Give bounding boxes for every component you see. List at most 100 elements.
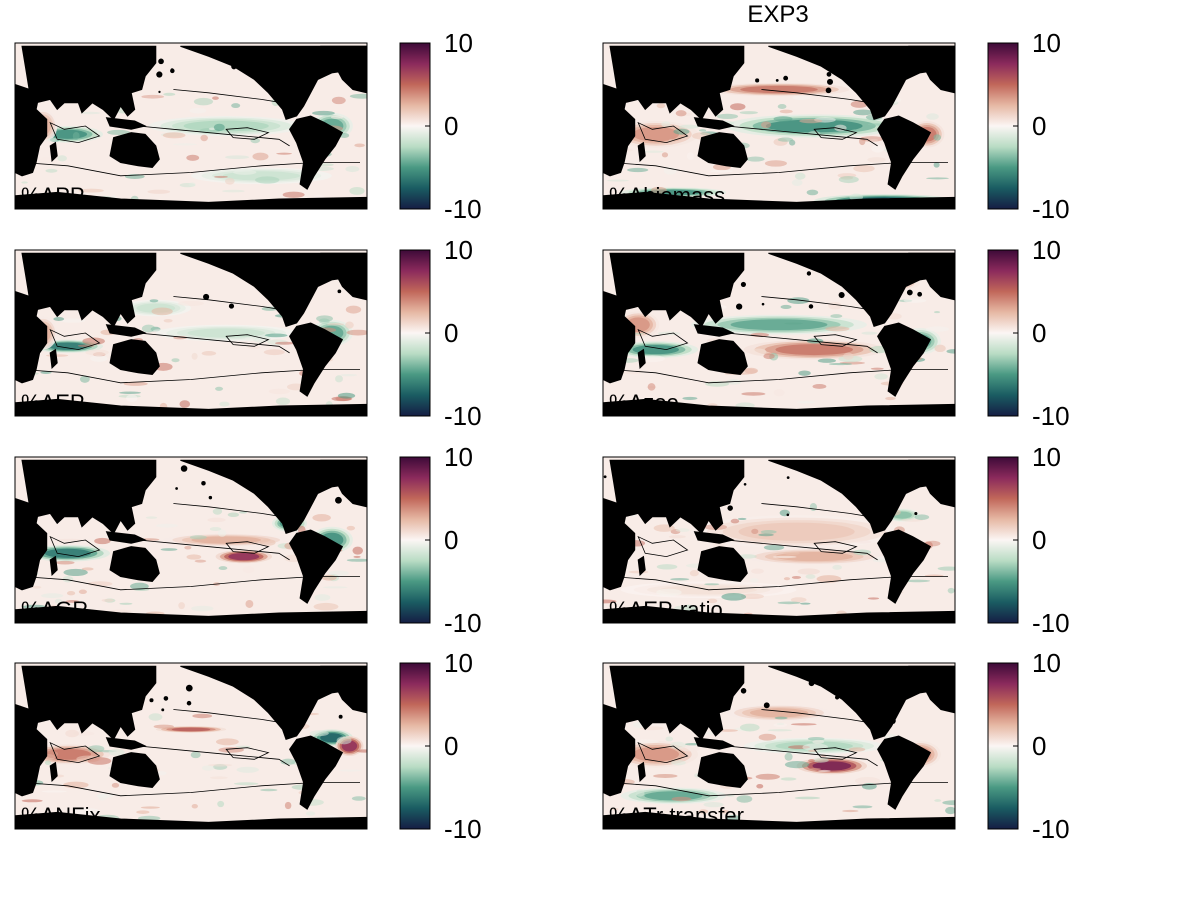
anomaly-speck — [218, 566, 228, 571]
anomaly-speck — [797, 568, 820, 575]
colorbar: 10 0 -10 — [399, 28, 482, 224]
anomaly-speck — [305, 811, 316, 816]
anomaly-speck — [275, 397, 291, 406]
anomaly-speck — [191, 804, 198, 809]
colorbar-tick-label: 10 — [1032, 235, 1061, 265]
anomaly-speck — [111, 782, 120, 788]
anomaly-speck — [679, 124, 699, 129]
map-panel-8: %ΔTr transfer 10 0 -10 — [602, 648, 1070, 844]
anomaly-speck — [261, 306, 278, 311]
island — [186, 700, 192, 706]
anomaly-speck — [606, 179, 629, 182]
anomaly-speck — [275, 341, 295, 345]
anomaly-speck — [208, 127, 216, 131]
colorbar: 10 0 -10 — [399, 648, 482, 844]
land-asia — [21, 459, 157, 535]
land-antarctica — [603, 191, 955, 209]
land-southAmerica — [289, 529, 344, 604]
anomaly-speck — [314, 594, 331, 601]
colorbar-tick-label: -10 — [444, 608, 482, 638]
anomaly-speck — [263, 349, 285, 356]
island — [874, 82, 879, 86]
map-panel-4: %Δzoo 10 0 -10 — [602, 235, 1070, 431]
contour-line — [173, 89, 283, 104]
anomaly-speck — [740, 593, 764, 600]
contour-line — [138, 332, 290, 354]
anomaly-speck — [682, 396, 698, 401]
land-antarctica — [603, 811, 955, 829]
anomaly-blob — [812, 761, 852, 771]
anomaly-speck — [280, 758, 296, 765]
island — [659, 298, 665, 305]
anomaly-speck — [119, 391, 141, 395]
anomaly-speck — [861, 331, 878, 335]
anomaly-speck — [784, 322, 803, 325]
anomaly-speck — [80, 111, 101, 115]
anomaly-speck — [739, 723, 760, 732]
land-southAmerica — [877, 322, 932, 397]
contour-line — [761, 503, 871, 518]
anomaly-speck — [136, 810, 150, 814]
anomaly-speck — [704, 583, 720, 586]
anomaly-speck — [145, 516, 158, 519]
anomaly-speck — [345, 305, 362, 314]
anomaly-speck — [885, 396, 896, 401]
island — [653, 466, 657, 471]
island — [740, 281, 746, 287]
land-australia — [109, 339, 160, 376]
island — [36, 297, 43, 303]
land-australia — [697, 752, 748, 789]
anomaly-speck — [755, 773, 780, 780]
island — [786, 513, 790, 517]
island — [834, 272, 842, 279]
anomaly-speck — [32, 585, 42, 589]
island — [873, 485, 877, 490]
anomaly-speck — [94, 537, 111, 545]
anomaly-speck — [933, 162, 940, 168]
anomaly-speck — [55, 560, 75, 565]
island — [294, 272, 298, 276]
anomaly-speck — [812, 384, 827, 389]
anomaly-speck — [611, 807, 619, 811]
anomaly-speck — [259, 539, 276, 546]
map-panel-3: %ΔEP 10 0 -10 — [14, 235, 482, 431]
anomaly-speck — [680, 604, 696, 612]
colorbar-tick-label: -10 — [1032, 194, 1070, 224]
contour-line — [225, 541, 270, 554]
map-field — [603, 250, 955, 416]
anomaly-speck — [46, 137, 59, 142]
island — [107, 688, 114, 695]
anomaly-speck — [635, 789, 645, 797]
island — [257, 472, 264, 480]
anomaly-speck — [760, 121, 772, 129]
anomaly-speck — [784, 551, 800, 555]
anomaly-speck — [312, 514, 331, 522]
anomaly-speck — [643, 150, 664, 153]
map-frame — [14, 42, 368, 210]
anomaly-speck — [874, 373, 888, 380]
anomaly-speck — [349, 93, 367, 99]
anomaly-speck — [44, 760, 52, 766]
anomaly-speck — [81, 567, 94, 571]
anomaly-speck — [670, 760, 686, 766]
contour-line — [138, 745, 290, 767]
island — [302, 289, 308, 295]
land-indonesia — [693, 117, 735, 130]
island — [694, 505, 699, 510]
anomaly-speck — [904, 579, 931, 583]
colorbar: 10 0 -10 — [987, 235, 1070, 431]
island — [335, 496, 342, 504]
anomaly-speck — [284, 801, 292, 810]
anomaly-speck — [773, 389, 785, 397]
island — [743, 482, 747, 486]
colorbar-tick-label: -10 — [444, 194, 482, 224]
panel-label: %ΔTr transfer — [609, 803, 744, 828]
island — [835, 695, 840, 700]
island — [262, 50, 266, 54]
island — [244, 268, 251, 275]
anomaly-speck — [945, 806, 955, 815]
island — [72, 263, 77, 269]
island — [337, 289, 342, 294]
island — [815, 52, 820, 57]
anomaly-speck — [162, 132, 186, 139]
